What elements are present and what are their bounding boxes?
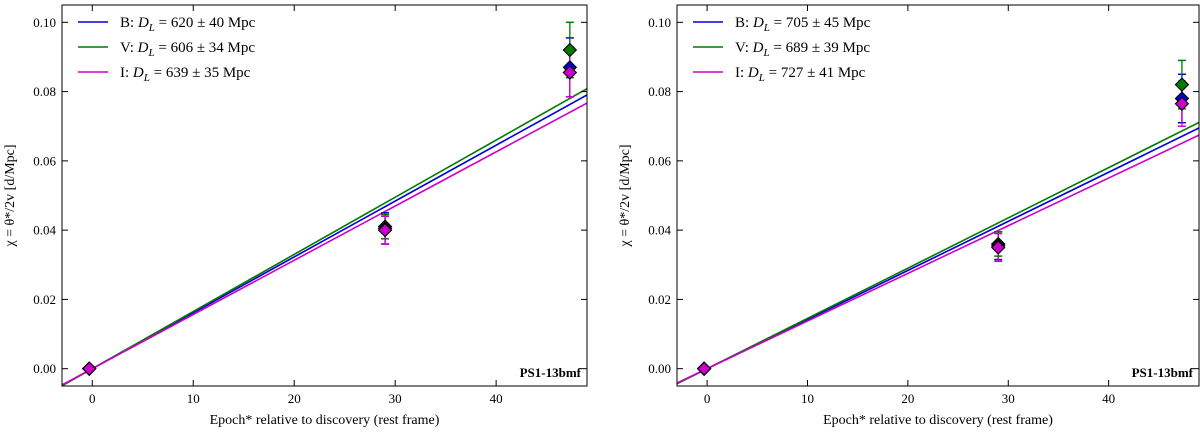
y-tick-label: 0.04 xyxy=(33,223,56,238)
axes-frame xyxy=(676,4,1200,387)
y-axis-label: χ = θ*/2v [d/Mpc] xyxy=(3,144,18,247)
y-tick-label: 0.06 xyxy=(33,153,56,168)
left-panel: 0 10 20 30 40 0.00 0.02 0.04 0.06 0.08 0.10 Epoch* … xyxy=(3,4,588,428)
legend-entry-b: B: DL = 705 ± 45 Mpc xyxy=(735,15,871,34)
x-tick-label: 40 xyxy=(1102,391,1115,406)
x-tick-label: 40 xyxy=(490,391,503,406)
data-point-i xyxy=(562,65,578,80)
fit-line-i xyxy=(677,134,1199,384)
legend-entry-v: V: DL = 606 ± 34 Mpc xyxy=(120,40,255,59)
x-tick-label: 30 xyxy=(1002,391,1015,406)
fit-line-v xyxy=(62,87,587,386)
x-axis-label: Epoch* relative to discovery (rest frame… xyxy=(210,413,440,428)
data-point-v xyxy=(1174,77,1190,92)
data-point-i xyxy=(81,361,97,376)
y-tick-label: 0.02 xyxy=(33,292,56,307)
data-point-i xyxy=(990,240,1006,255)
plot-area xyxy=(62,21,587,386)
y-tick-label: 0.00 xyxy=(648,361,671,376)
y-tick-label: 0.08 xyxy=(648,84,671,99)
y-axis-label: χ = θ*/2v [d/Mpc] xyxy=(618,144,633,247)
y-tick-label: 0.10 xyxy=(648,15,671,30)
right-panel: 0 10 20 30 40 0.00 0.02 0.04 0.06 0.08 0.10 Epoch* … xyxy=(618,4,1200,428)
fit-line-v xyxy=(677,121,1199,385)
y-tick-label: 0.00 xyxy=(33,361,56,376)
legend-entry-v: V: DL = 689 ± 39 Mpc xyxy=(735,40,870,59)
data-point-i xyxy=(377,222,393,238)
y-tick-label: 0.06 xyxy=(648,153,671,168)
x-tick-label: 20 xyxy=(288,391,301,406)
data-point-v xyxy=(562,42,578,58)
x-tick-label: 10 xyxy=(801,391,814,406)
x-tick-label: 10 xyxy=(187,391,200,406)
y-tick-label: 0.10 xyxy=(33,15,56,30)
object-annotation: PS1-13bmf xyxy=(520,365,582,380)
legend-entry-b: B: DL = 620 ± 40 Mpc xyxy=(120,15,256,34)
data-point-i xyxy=(696,361,712,376)
data-point-i xyxy=(1174,96,1190,111)
object-annotation: PS1-13bmf xyxy=(1132,365,1194,380)
y-tick-label: 0.08 xyxy=(33,84,56,99)
x-tick-label: 20 xyxy=(901,391,914,406)
x-tick-label: 0 xyxy=(704,391,711,406)
y-tick-label: 0.04 xyxy=(648,223,671,238)
x-tick-label: 0 xyxy=(89,391,96,406)
fit-line-i xyxy=(62,102,587,386)
x-axis-label: Epoch* relative to discovery (rest frame… xyxy=(823,413,1053,428)
legend-entry-i: I: DL = 727 ± 41 Mpc xyxy=(735,65,866,84)
axes-frame xyxy=(61,4,588,387)
plot-area xyxy=(677,59,1199,385)
legend-entry-i: I: DL = 639 ± 35 Mpc xyxy=(120,65,251,84)
x-tick-label: 30 xyxy=(389,391,402,406)
y-tick-label: 0.02 xyxy=(648,292,671,307)
